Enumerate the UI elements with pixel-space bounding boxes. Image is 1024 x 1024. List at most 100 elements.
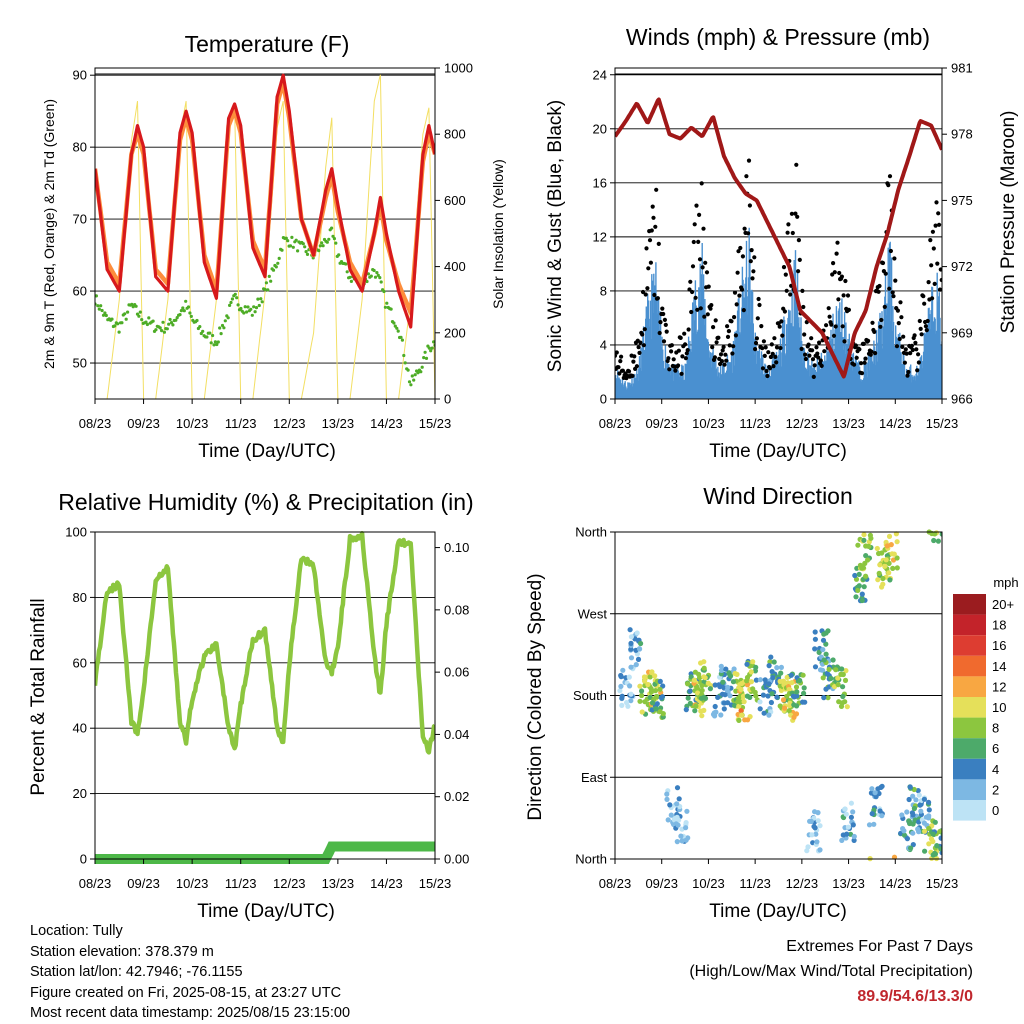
direction-point (712, 682, 718, 688)
dewpoint-point (189, 314, 193, 318)
gust-point (800, 288, 805, 293)
y-tick-label: 70 (73, 212, 87, 227)
gust-point (751, 269, 756, 274)
direction-point (785, 680, 791, 686)
direction-point (808, 818, 814, 825)
direction-point (824, 670, 830, 676)
direction-point (888, 542, 894, 548)
legend-swatch (953, 635, 986, 656)
direction-point (618, 683, 624, 690)
direction-point (683, 837, 689, 843)
direction-point (705, 680, 711, 686)
dewpoint-point (167, 322, 171, 326)
y2-tick-label: 0.04 (444, 727, 469, 742)
dewpoint-point (147, 316, 151, 320)
gust-point (650, 204, 655, 209)
direction-point (901, 832, 908, 838)
direction-point (780, 697, 787, 703)
gust-point (710, 345, 715, 350)
direction-point (641, 674, 648, 680)
direction-cluster (780, 678, 800, 723)
dewpoint-point (427, 346, 431, 350)
direction-point (884, 543, 890, 549)
legend-label: 10 (992, 700, 1006, 715)
y-tick-label: 0 (80, 852, 87, 867)
gust-point (861, 341, 866, 346)
direction-point (875, 577, 881, 583)
dewpoint-point (243, 305, 247, 309)
dewpoint-point (168, 317, 172, 322)
direction-point (762, 677, 768, 683)
direction-point (674, 801, 680, 807)
dewpoint-point (228, 303, 232, 307)
gust-point (645, 286, 650, 291)
direction-point (844, 704, 850, 710)
dewpoint-point (305, 252, 310, 256)
gust-point (704, 270, 710, 275)
gust-point (762, 353, 767, 358)
gust-point (916, 360, 922, 365)
gust-point (938, 267, 942, 272)
dewpoint-point (320, 241, 324, 245)
gust-point (915, 368, 920, 373)
y2-tick-label: 981 (951, 61, 973, 76)
extremes-subheading: (High/Low/Max Wind/Total Precipitation) (689, 963, 973, 980)
direction-point (880, 581, 886, 587)
gust-point (736, 249, 741, 254)
gust-point (667, 367, 672, 372)
direction-point (639, 709, 645, 715)
dewpoint-point (286, 239, 290, 243)
gust-point (796, 238, 802, 243)
gust-point (924, 328, 929, 333)
dewpoint-point (344, 262, 348, 266)
direction-point (856, 571, 862, 578)
direction-point (699, 713, 705, 719)
gust-point (756, 296, 761, 302)
gust-point (880, 260, 886, 266)
direction-point (835, 682, 841, 688)
gust-point (658, 320, 663, 325)
x-tick-label: 09/23 (645, 876, 678, 891)
gust-point (703, 260, 708, 265)
direction-point (854, 565, 860, 571)
y2-tick-label: 800 (444, 127, 466, 142)
direction-point (926, 815, 932, 821)
direction-point (628, 691, 634, 697)
dewpoint-point (126, 310, 130, 314)
legend-label: 20+ (992, 597, 1014, 612)
direction-point (769, 669, 775, 675)
gust-point (873, 351, 878, 356)
direction-point (688, 674, 694, 680)
gust-point (731, 344, 736, 349)
gust-point (721, 344, 726, 350)
dewpoint-point (259, 297, 263, 301)
direction-point (750, 659, 756, 665)
extremes-values: 89.9/54.6/13.3/0 (857, 988, 973, 1005)
direction-point (921, 820, 928, 826)
direction-point (718, 712, 724, 718)
legend-label: 16 (992, 638, 1006, 653)
direction-point (926, 807, 932, 813)
direction-point (851, 833, 857, 840)
gust-point (749, 248, 754, 253)
gust-point (799, 346, 804, 351)
gust-point (853, 343, 859, 348)
direction-point (649, 670, 655, 676)
direction-point (685, 695, 691, 701)
gust-point (769, 342, 774, 347)
gust-point (806, 342, 811, 347)
dewpoint-point (266, 288, 270, 292)
x-tick-label: 15/23 (926, 416, 959, 431)
direction-point (821, 631, 827, 637)
y2-tick-label: 0 (444, 392, 451, 407)
dewpoint-point (396, 329, 400, 333)
direction-point (625, 703, 631, 709)
gust-point (732, 290, 738, 295)
dewpoint-point (294, 238, 298, 242)
direction-point (910, 830, 916, 836)
gust-point (719, 359, 725, 364)
dewpoint-point (406, 368, 410, 372)
winds-title: Winds (mph) & Pressure (mb) (626, 24, 930, 50)
dewpoint-point (249, 307, 253, 311)
direction-cluster (617, 665, 636, 709)
